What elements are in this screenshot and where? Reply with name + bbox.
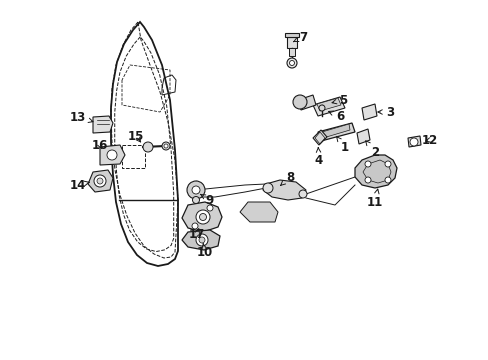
Text: 9: 9	[200, 194, 214, 207]
Polygon shape	[240, 202, 278, 222]
Circle shape	[409, 138, 417, 146]
Text: 7: 7	[293, 31, 306, 44]
Circle shape	[364, 177, 370, 183]
Polygon shape	[286, 37, 296, 48]
Polygon shape	[100, 145, 125, 165]
Polygon shape	[263, 180, 305, 200]
Polygon shape	[182, 202, 222, 232]
Polygon shape	[88, 170, 113, 192]
Polygon shape	[182, 230, 220, 250]
Circle shape	[163, 144, 168, 148]
Circle shape	[206, 205, 213, 211]
Polygon shape	[285, 33, 298, 37]
Polygon shape	[288, 48, 294, 56]
Text: 17: 17	[188, 228, 204, 240]
Circle shape	[94, 175, 106, 187]
Polygon shape	[297, 95, 315, 110]
Text: 16: 16	[92, 139, 108, 152]
Text: 14: 14	[70, 179, 89, 192]
Text: 13: 13	[70, 111, 93, 123]
Circle shape	[192, 223, 198, 229]
Text: 15: 15	[127, 130, 144, 143]
Circle shape	[192, 186, 200, 194]
Polygon shape	[317, 123, 354, 141]
Polygon shape	[356, 129, 369, 144]
Circle shape	[199, 237, 204, 243]
Text: 8: 8	[280, 171, 293, 185]
Circle shape	[286, 58, 296, 68]
Circle shape	[384, 161, 390, 167]
Circle shape	[107, 150, 117, 160]
Polygon shape	[316, 98, 340, 111]
Circle shape	[196, 234, 207, 246]
Circle shape	[199, 213, 206, 220]
Polygon shape	[407, 136, 420, 147]
Text: 2: 2	[365, 141, 378, 158]
Circle shape	[196, 210, 209, 224]
Circle shape	[263, 183, 272, 193]
Circle shape	[97, 178, 103, 184]
Polygon shape	[312, 97, 345, 116]
Polygon shape	[93, 116, 113, 133]
Circle shape	[186, 181, 204, 199]
Text: 10: 10	[197, 244, 213, 260]
Circle shape	[298, 190, 306, 198]
Circle shape	[384, 177, 390, 183]
Text: 6: 6	[328, 109, 344, 122]
Text: 1: 1	[336, 136, 348, 153]
Text: 12: 12	[421, 134, 437, 147]
Polygon shape	[321, 124, 349, 138]
Polygon shape	[312, 130, 326, 145]
Circle shape	[364, 161, 370, 167]
Circle shape	[162, 142, 170, 150]
Text: 11: 11	[366, 189, 382, 208]
Text: 5: 5	[331, 94, 346, 107]
Circle shape	[289, 60, 294, 66]
Circle shape	[292, 95, 306, 109]
Polygon shape	[361, 104, 376, 120]
Circle shape	[192, 197, 199, 203]
Text: 3: 3	[377, 105, 393, 118]
Text: 4: 4	[314, 148, 323, 166]
Polygon shape	[354, 155, 396, 188]
Circle shape	[318, 105, 325, 111]
Circle shape	[142, 142, 153, 152]
